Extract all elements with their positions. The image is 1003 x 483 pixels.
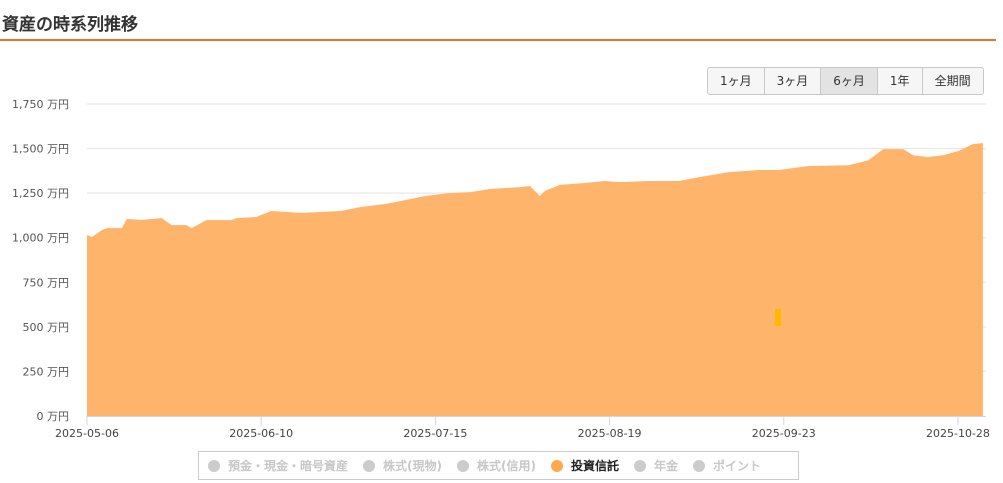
series-area-investment-trusts	[87, 143, 983, 416]
legend-item-points[interactable]: ポイント	[693, 457, 761, 474]
legend-item-pension[interactable]: 年金	[634, 457, 678, 474]
legend-dot-icon	[693, 459, 706, 472]
legend-label: 投資信託	[570, 459, 619, 473]
legend-dot-icon	[363, 459, 376, 472]
range-1year-button[interactable]: 1年	[876, 68, 922, 94]
legend-item-deposits[interactable]: 預金・現金・暗号資産	[208, 457, 348, 474]
page-title: 資産の時系列推移	[2, 15, 138, 35]
legend-dot-icon	[457, 459, 469, 472]
x-tick-label: 2025-07-15	[403, 427, 467, 440]
legend-label: 株式(現物)	[383, 459, 442, 473]
range-selector: 1ヶ月 3ヶ月 6ヶ月 1年 全期間	[707, 67, 984, 95]
x-tick-label: 2025-06-10	[229, 427, 293, 440]
legend-dot-icon	[634, 459, 646, 472]
y-tick-label: 500 万円	[23, 321, 70, 334]
y-tick-label: 250 万円	[23, 365, 70, 378]
legend-label: ポイント	[713, 459, 762, 473]
range-3month-button[interactable]: 3ヶ月	[763, 68, 821, 94]
title-divider	[0, 39, 996, 41]
y-tick-label: 750 万円	[23, 276, 70, 289]
y-tick-label: 1,750 万円	[12, 98, 69, 111]
y-tick-label: 0 万円	[37, 410, 70, 423]
chart-marker	[775, 309, 781, 326]
legend-label: 預金・現金・暗号資産	[228, 459, 349, 473]
legend-item-investment-trusts[interactable]: 投資信託	[550, 457, 619, 474]
x-tick-label: 2025-10-28	[926, 427, 990, 440]
range-6month-button[interactable]: 6ヶ月	[820, 68, 877, 94]
legend-item-stocks-margin[interactable]: 株式(信用)	[457, 457, 536, 474]
x-tick-label: 2025-08-19	[578, 427, 642, 440]
legend-dot-icon	[208, 459, 220, 472]
range-all-button[interactable]: 全期間	[921, 68, 983, 94]
legend-label: 株式(信用)	[477, 459, 536, 473]
x-tick-label: 2025-05-06	[55, 427, 119, 440]
legend-label: 年金	[654, 459, 679, 473]
y-tick-label: 1,000 万円	[12, 232, 69, 245]
y-tick-label: 1,250 万円	[12, 187, 69, 200]
legend-dot-icon	[550, 459, 563, 472]
range-1month-button[interactable]: 1ヶ月	[708, 68, 764, 94]
legend-item-stocks-spot[interactable]: 株式(現物)	[363, 457, 442, 474]
y-tick-label: 1,500 万円	[12, 143, 69, 156]
chart-legend: 預金・現金・暗号資産 株式(現物) 株式(信用) 投資信託 年金 ポイント	[198, 451, 799, 480]
x-tick-label: 2025-09-23	[752, 427, 816, 440]
